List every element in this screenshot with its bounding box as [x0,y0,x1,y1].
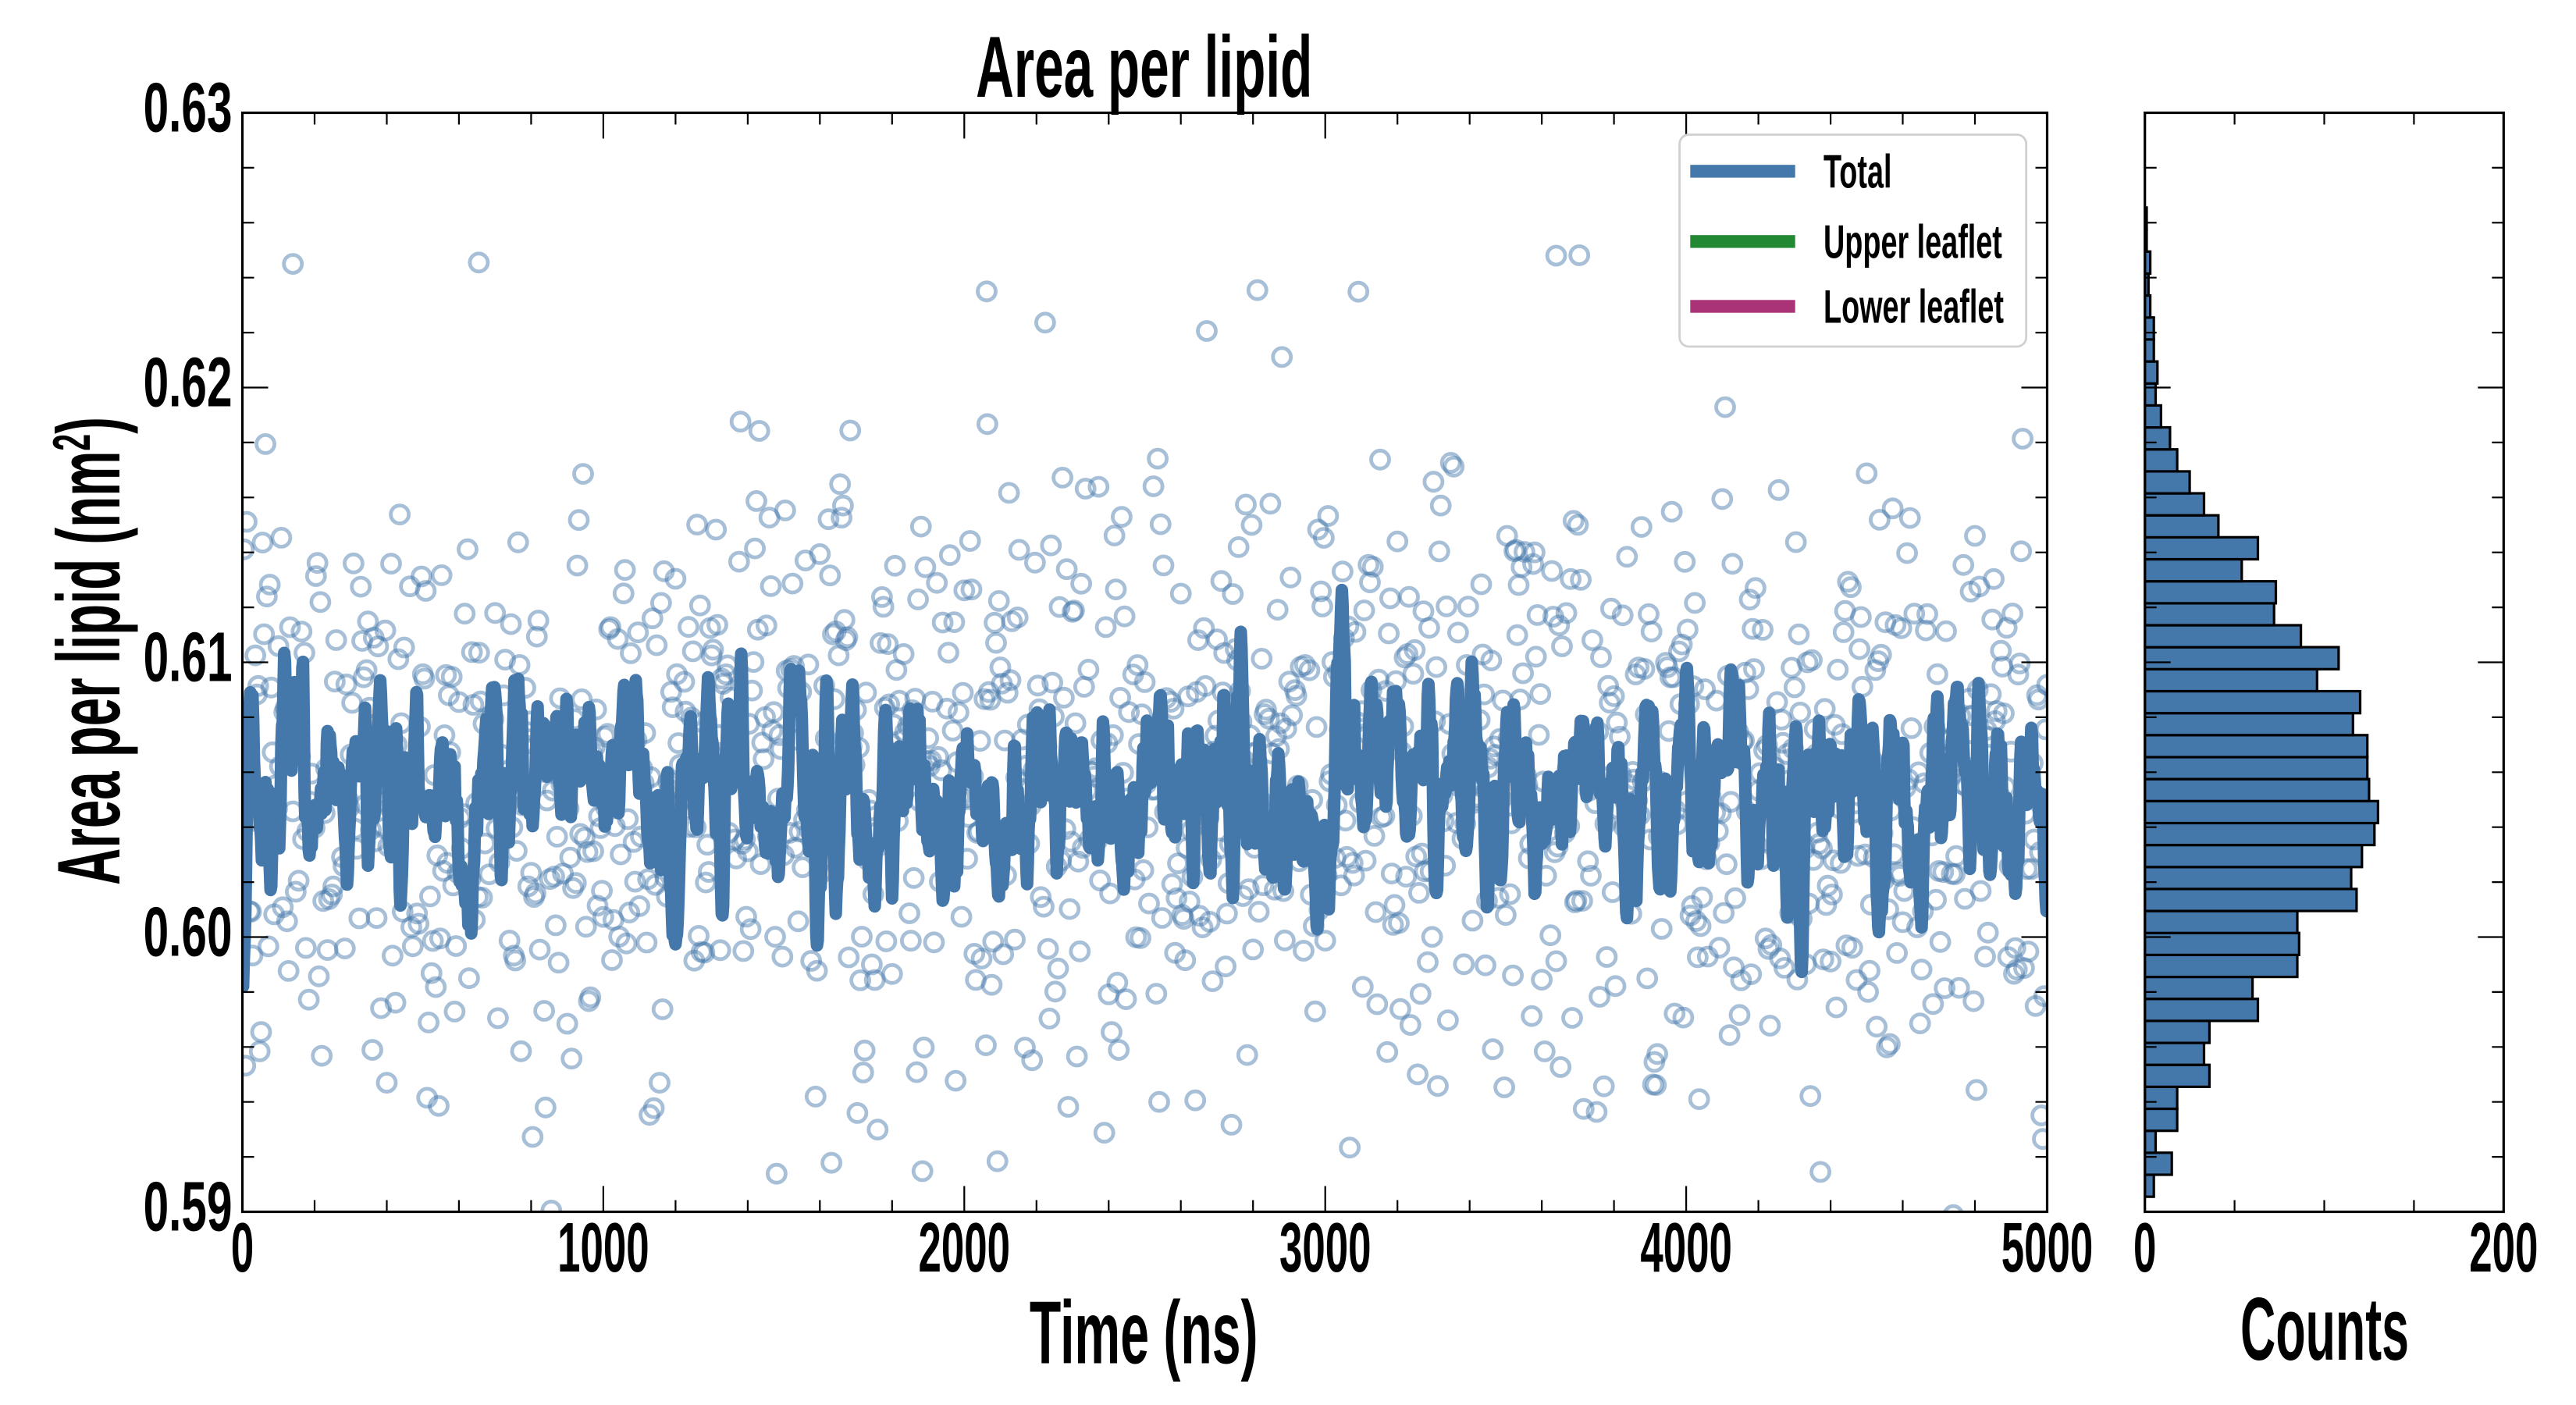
svg-text:0.61: 0.61 [144,618,233,697]
svg-text:5000: 5000 [2001,1208,2094,1286]
svg-text:Time (ns): Time (ns) [1030,1283,1258,1382]
svg-text:1000: 1000 [557,1208,649,1286]
svg-text:0.63: 0.63 [144,69,233,148]
svg-text:Lower leaflet: Lower leaflet [1823,281,2004,333]
svg-text:0: 0 [2133,1208,2156,1286]
svg-text:0.59: 0.59 [144,1168,233,1247]
svg-text:Area per lipid (nm2): Area per lipid (nm2) [39,417,139,885]
svg-text:0.62: 0.62 [144,343,233,422]
svg-text:0: 0 [231,1208,254,1286]
svg-text:2000: 2000 [919,1208,1011,1286]
svg-text:Counts: Counts [2240,1280,2409,1378]
svg-text:Total: Total [1823,146,1891,198]
svg-text:Area per lipid: Area per lipid [976,20,1312,116]
svg-text:4000: 4000 [1640,1208,1732,1286]
svg-text:Upper leaflet: Upper leaflet [1823,216,2002,269]
svg-text:0.60: 0.60 [144,893,233,972]
svg-text:3000: 3000 [1279,1208,1372,1286]
svg-text:200: 200 [2469,1208,2538,1286]
